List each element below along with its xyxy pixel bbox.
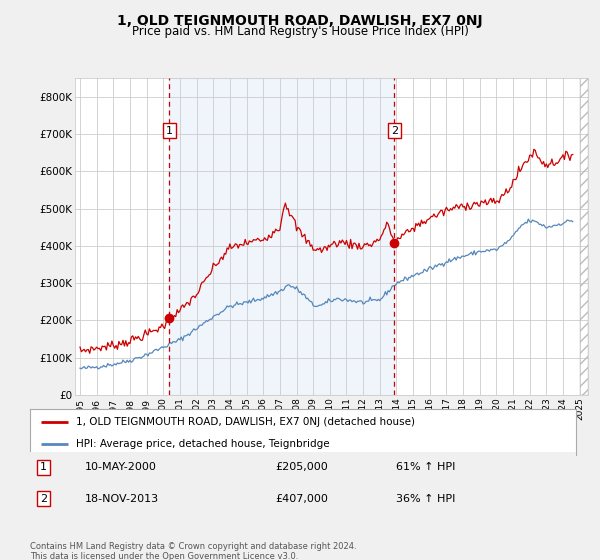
Text: 36% ↑ HPI: 36% ↑ HPI bbox=[396, 494, 455, 503]
Text: £205,000: £205,000 bbox=[276, 463, 328, 472]
Text: 10-MAY-2000: 10-MAY-2000 bbox=[85, 463, 157, 472]
Text: 1: 1 bbox=[40, 463, 47, 472]
Text: 1: 1 bbox=[166, 125, 173, 136]
Text: Price paid vs. HM Land Registry's House Price Index (HPI): Price paid vs. HM Land Registry's House … bbox=[131, 25, 469, 38]
Text: Contains HM Land Registry data © Crown copyright and database right 2024.
This d: Contains HM Land Registry data © Crown c… bbox=[30, 542, 356, 560]
Text: 61% ↑ HPI: 61% ↑ HPI bbox=[396, 463, 455, 472]
Bar bbox=[169, 78, 394, 395]
Text: 2: 2 bbox=[40, 494, 47, 503]
Text: £407,000: £407,000 bbox=[276, 494, 329, 503]
Text: 18-NOV-2013: 18-NOV-2013 bbox=[85, 494, 159, 503]
Text: 1, OLD TEIGNMOUTH ROAD, DAWLISH, EX7 0NJ: 1, OLD TEIGNMOUTH ROAD, DAWLISH, EX7 0NJ bbox=[117, 14, 483, 28]
Text: 2: 2 bbox=[391, 125, 398, 136]
Text: HPI: Average price, detached house, Teignbridge: HPI: Average price, detached house, Teig… bbox=[76, 438, 330, 449]
Text: 1, OLD TEIGNMOUTH ROAD, DAWLISH, EX7 0NJ (detached house): 1, OLD TEIGNMOUTH ROAD, DAWLISH, EX7 0NJ… bbox=[76, 417, 415, 427]
